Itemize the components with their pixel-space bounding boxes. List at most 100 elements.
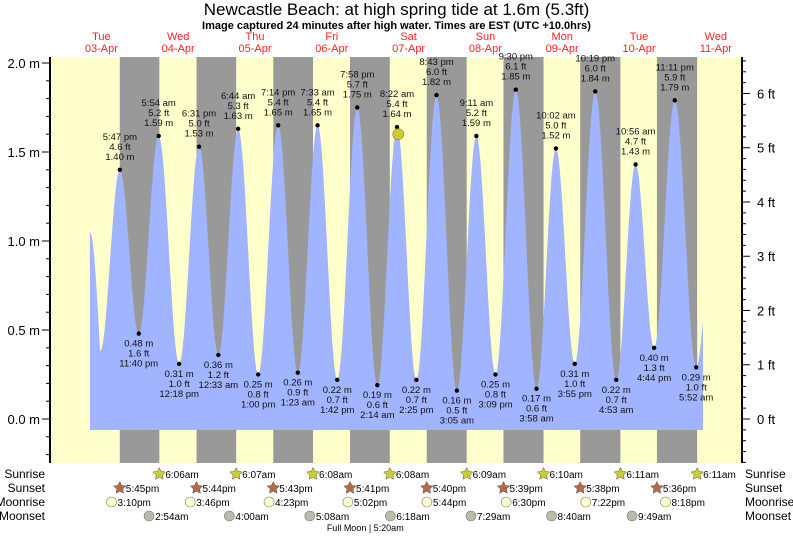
right-axis-tick-label: 4 ft bbox=[757, 195, 775, 210]
chart-subtitle: Image captured 24 minutes after high wat… bbox=[202, 20, 591, 32]
moonset-icon bbox=[465, 510, 477, 522]
high-tide-label: 1.52 m bbox=[541, 130, 570, 141]
sunrise-icon bbox=[690, 466, 704, 480]
sunset-time: 5:36pm bbox=[663, 484, 696, 495]
low-tide-point bbox=[454, 388, 460, 393]
tide-area bbox=[89, 89, 703, 430]
low-tide-label: 0.48 m bbox=[124, 339, 153, 350]
low-tide-label: 0.7 ft bbox=[327, 395, 348, 406]
high-tide-label: 11:11 pm bbox=[656, 62, 694, 73]
high-tide-point bbox=[434, 92, 439, 98]
high-tide-label: 5.4 ft bbox=[386, 99, 407, 110]
high-tide-label: 5.2 ft bbox=[466, 108, 487, 119]
high-tide-label: 8:43 pm bbox=[419, 57, 453, 68]
moonset-time: 2:54am bbox=[155, 512, 188, 523]
sunset-time: 5:40pm bbox=[433, 484, 466, 495]
low-tide-label: 3:58 am bbox=[519, 414, 553, 425]
sunset-time: 5:45pm bbox=[126, 484, 159, 495]
high-tide-label: 1.85 m bbox=[501, 72, 530, 83]
current-tide-marker bbox=[392, 128, 405, 140]
high-tide-label: 10:56 am bbox=[616, 126, 656, 137]
low-tide-point bbox=[335, 377, 340, 383]
low-tide-point bbox=[176, 361, 182, 367]
low-tide-label: 0.8 ft bbox=[485, 390, 506, 401]
high-tide-label: 5.4 ft bbox=[307, 97, 328, 108]
low-tide-label: 0.40 m bbox=[640, 353, 669, 364]
low-tide-label: 0.29 m bbox=[682, 372, 711, 383]
sunrise-icon bbox=[152, 466, 167, 480]
sunrise-time: 6:11am bbox=[703, 470, 736, 481]
low-tide-label: 0.8 ft bbox=[248, 390, 269, 401]
day-label: Sat bbox=[400, 31, 417, 43]
high-tide-label: 6.0 ft bbox=[426, 67, 447, 78]
moonset-icon bbox=[626, 510, 638, 522]
low-tide-point bbox=[493, 372, 498, 377]
date-label: 03-Apr bbox=[85, 43, 118, 55]
high-tide-label: 9:30 pm bbox=[499, 52, 533, 63]
high-tide-label: 1.63 m bbox=[224, 111, 253, 122]
date-label: 06-Apr bbox=[315, 43, 348, 55]
moonset-time: 8:40am bbox=[558, 512, 591, 523]
date-label: 04-Apr bbox=[162, 43, 195, 55]
high-tide-label: 1.75 m bbox=[343, 90, 372, 101]
sunset-icon bbox=[343, 480, 357, 494]
low-tide-label: 3:05 am bbox=[440, 416, 474, 427]
high-tide-point bbox=[513, 87, 518, 92]
right-axis-tick-label: 6 ft bbox=[757, 86, 775, 101]
moonset-row-label: Moonset bbox=[0, 509, 46, 523]
low-tide-label: 11:40 pm bbox=[119, 359, 158, 370]
day-label: Tue bbox=[630, 31, 649, 43]
sunset-time: 5:38pm bbox=[586, 484, 619, 495]
moonrise-icon bbox=[421, 496, 433, 508]
low-tide-point bbox=[693, 365, 699, 370]
low-tide-label: 0.22 m bbox=[402, 385, 431, 396]
high-tide-label: 10:02 am bbox=[536, 110, 576, 121]
high-tide-label: 5:47 pm bbox=[103, 132, 137, 143]
low-tide-label: 0.6 ft bbox=[526, 404, 547, 415]
high-tide-label: 1.82 m bbox=[422, 77, 451, 88]
low-tide-label: 1.6 ft bbox=[128, 349, 149, 360]
low-tide-label: 2:25 pm bbox=[399, 405, 433, 416]
high-tide-point bbox=[474, 133, 479, 139]
left-axis-tick-label: 1.5 m bbox=[7, 145, 40, 160]
low-tide-label: 0.7 ft bbox=[406, 395, 427, 406]
high-tide-point bbox=[196, 144, 202, 149]
high-tide-point bbox=[633, 162, 638, 167]
sunrise-icon bbox=[383, 466, 397, 480]
low-tide-point bbox=[216, 352, 221, 358]
sunrise-time: 6:06am bbox=[165, 470, 198, 481]
low-tide-label: 0.17 m bbox=[522, 394, 551, 405]
low-tide-point bbox=[572, 361, 577, 367]
day-label: Thu bbox=[246, 31, 265, 43]
high-tide-label: 5.4 ft bbox=[268, 97, 289, 108]
sunrise-time: 6:07am bbox=[242, 470, 275, 481]
high-tide-point bbox=[235, 126, 241, 132]
moonset-icon bbox=[143, 510, 155, 522]
high-tide-label: 6:31 pm bbox=[182, 109, 216, 120]
low-tide-label: 12:18 pm bbox=[159, 389, 199, 400]
low-tide-label: 5:52 am bbox=[679, 392, 713, 403]
low-tide-label: 0.19 m bbox=[363, 390, 392, 401]
left-axis-tick-label: 1.0 m bbox=[7, 234, 40, 249]
low-tide-label: 1:42 pm bbox=[320, 405, 354, 416]
high-tide-label: 10:19 pm bbox=[575, 53, 615, 64]
low-tide-label: 0.31 m bbox=[560, 369, 589, 380]
moonrise-row-label-right: Moonrise bbox=[745, 495, 793, 509]
moonset-time: 4:00am bbox=[235, 512, 268, 523]
sunset-row-label: Sunset bbox=[8, 481, 46, 495]
high-tide-point bbox=[355, 105, 360, 110]
sunrise-row-label: Sunrise bbox=[4, 467, 45, 481]
high-tide-point bbox=[275, 123, 281, 128]
low-tide-label: 0.9 ft bbox=[287, 388, 308, 399]
sunset-icon bbox=[113, 480, 127, 494]
moonset-time: 9:49am bbox=[638, 512, 671, 523]
moonrise-icon bbox=[184, 496, 196, 508]
high-tide-label: 6.0 ft bbox=[585, 63, 606, 74]
high-tide-label: 1.84 m bbox=[581, 73, 610, 84]
moonrise-time: 4:23pm bbox=[275, 498, 308, 509]
low-tide-label: 1:23 am bbox=[281, 398, 315, 409]
right-axis-tick-label: 3 ft bbox=[757, 249, 775, 264]
sunset-time: 5:43pm bbox=[279, 484, 312, 495]
high-tide-label: 8:22 am bbox=[380, 89, 414, 100]
low-tide-point bbox=[375, 382, 380, 388]
